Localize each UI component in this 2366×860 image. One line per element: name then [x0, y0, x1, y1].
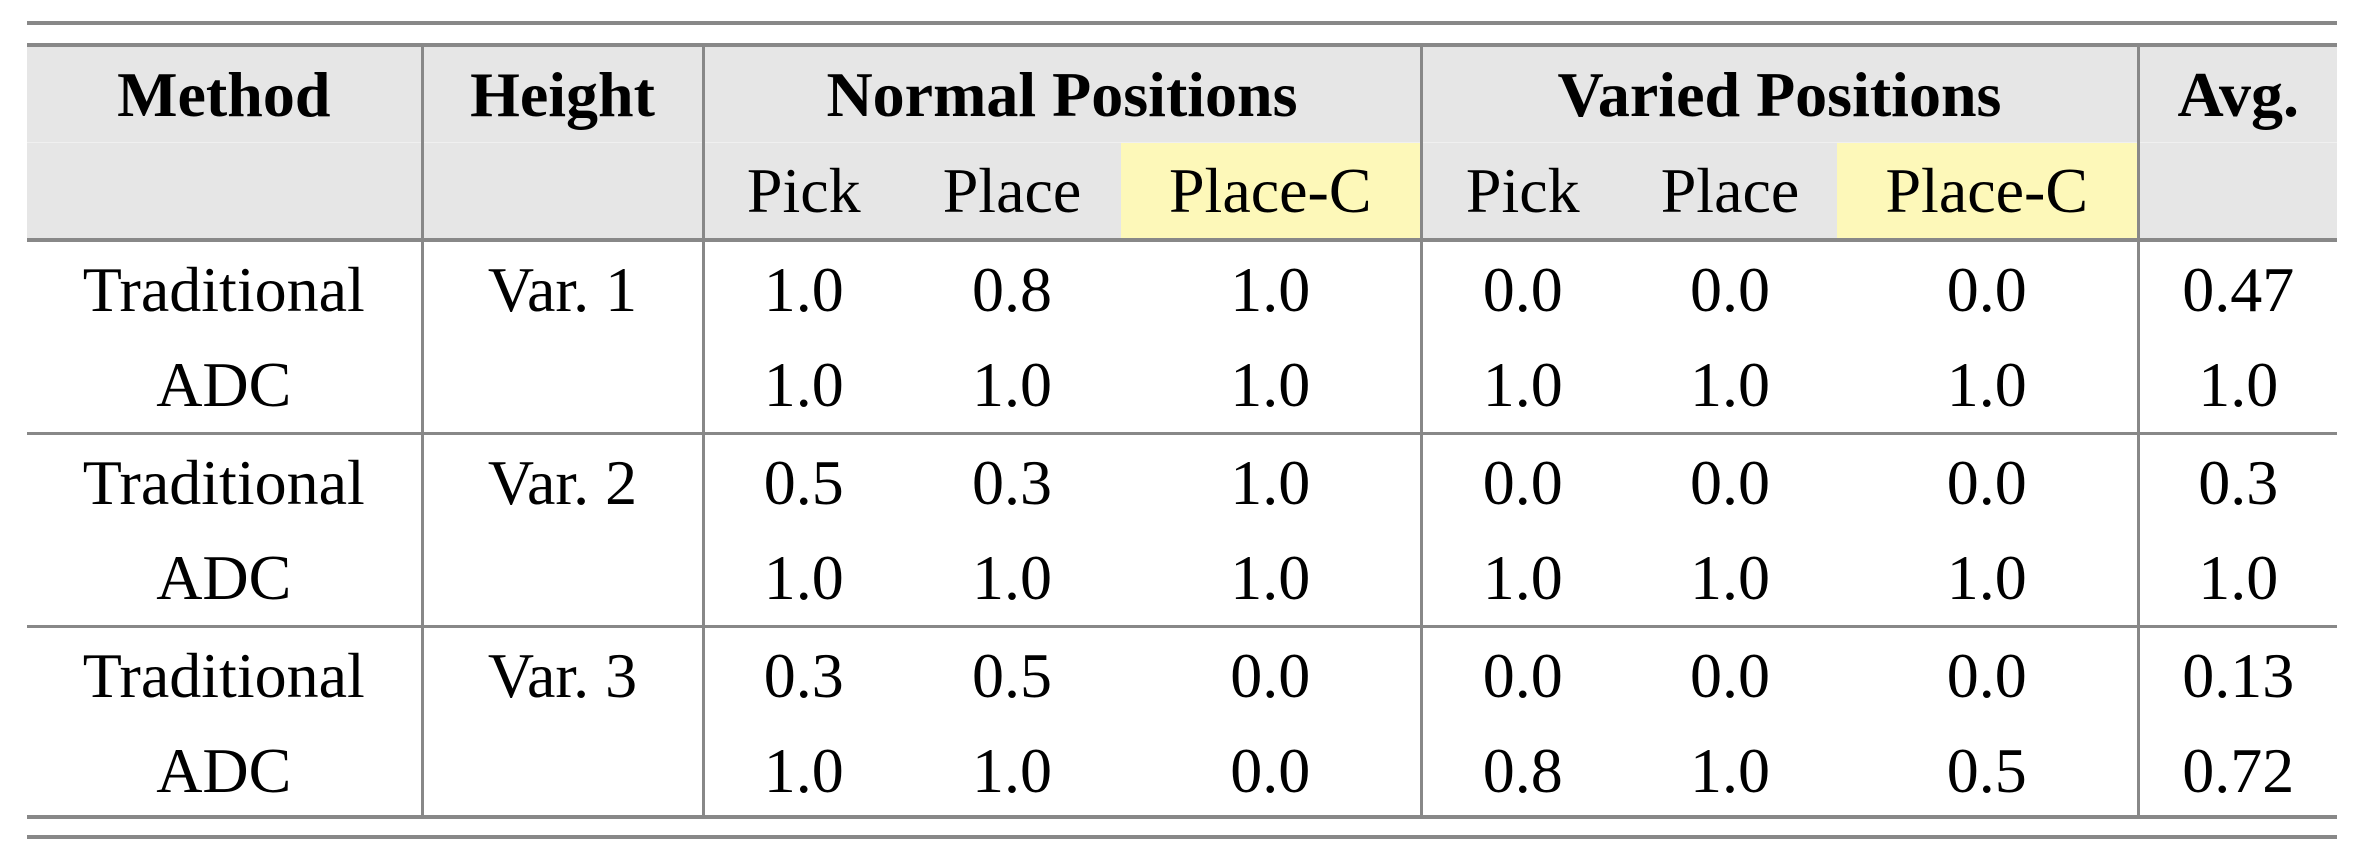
- table-row: ADC 1.0 1.0 1.0 1.0 1.0 1.0 1.0: [27, 530, 2337, 627]
- value-cell: 1.0: [1230, 541, 1311, 613]
- value-cell: 0.0: [1419, 432, 1623, 530]
- table-row: Traditional Var. 2 0.5 0.3 1.0 0.0 0.0 0.0 0.3: [27, 432, 2337, 530]
- table-row: Traditional Var. 1 1.0 0.8 1.0 0.0 0.0 0.0 0.47: [27, 240, 2337, 337]
- avg-cell: 0.72: [2136, 723, 2337, 818]
- subheader-normal-pick: Pick: [701, 142, 903, 242]
- method-cell: Traditional: [27, 432, 422, 530]
- bottom-rule-2: [27, 835, 2337, 839]
- subheader-varied-place-c: Place-C: [1837, 142, 2138, 242]
- header-normal-positions: Normal Positions: [701, 47, 1421, 143]
- header-empty: [420, 142, 703, 242]
- value-cell: 1.0: [1946, 348, 2027, 420]
- value-cell: 0.3: [903, 432, 1121, 530]
- value-cell: 0.0: [1837, 625, 2138, 723]
- value-cell: 1.0: [1230, 348, 1311, 420]
- value-cell: 0.0: [1946, 253, 2027, 325]
- height-cell: [420, 723, 703, 818]
- value-cell: 0.0: [1623, 432, 1837, 530]
- avg-cell: 0.3: [2136, 432, 2337, 530]
- subheader-normal-place-c: Place-C: [1121, 142, 1421, 242]
- avg-cell: 1.0: [2136, 530, 2337, 627]
- method-cell: ADC: [156, 734, 292, 806]
- value-cell: 1.0: [701, 240, 903, 337]
- height-cell: Var. 2: [420, 432, 703, 530]
- avg-cell: 0.13: [2136, 625, 2337, 723]
- value-cell: 1.0: [972, 734, 1052, 806]
- value-cell: 0.0: [1419, 240, 1623, 337]
- header-top-rule: [27, 43, 2337, 47]
- value-cell: 0.0: [1419, 625, 1623, 723]
- value-cell: 0.3: [701, 625, 903, 723]
- table-row: Traditional Var. 3 0.3 0.5 0.0 0.0 0.0 0.0 0.13: [27, 625, 2337, 723]
- value-cell: 0.0: [1623, 625, 1837, 723]
- header-varied-positions: Varied Positions: [1419, 47, 2138, 143]
- value-cell: 1.0: [1419, 530, 1623, 627]
- header-empty: [2136, 142, 2337, 242]
- value-cell: 0.5: [903, 625, 1121, 723]
- avg-cell: 0.47: [2136, 240, 2337, 337]
- header-method: Method: [27, 47, 422, 143]
- height-cell: Var. 3: [420, 625, 703, 723]
- header-height: Height: [420, 47, 703, 143]
- value-cell: 1.0: [1121, 432, 1421, 530]
- value-cell: 1.0: [1230, 253, 1311, 325]
- table-row: ADC 1.0 1.0 1.0 1.0 1.0 1.0 1.0: [27, 337, 2337, 434]
- method-cell: ADC: [156, 348, 292, 420]
- height-cell: Var. 1: [420, 240, 703, 337]
- value-cell: 1.0: [701, 723, 903, 818]
- value-cell: 0.8: [972, 253, 1052, 325]
- value-cell: 1.0: [1690, 734, 1770, 806]
- results-table: Method Height Normal Positions Varied Po…: [27, 47, 2337, 818]
- bottom-rule: [27, 815, 2337, 819]
- value-cell: 1.0: [972, 541, 1052, 613]
- value-cell: 0.0: [1837, 432, 2138, 530]
- value-cell: 1.0: [1419, 337, 1623, 434]
- table-row: ADC 1.0 1.0 0.0 0.8 1.0 0.5 0.72: [27, 723, 2337, 818]
- value-cell: 0.5: [701, 432, 903, 530]
- value-cell: 0.5: [1946, 734, 2027, 806]
- value-cell: 1.0: [1690, 348, 1770, 420]
- header-empty: [27, 142, 422, 242]
- value-cell: 0.0: [1121, 625, 1421, 723]
- height-cell: [420, 337, 703, 434]
- header-avg: Avg.: [2136, 47, 2337, 143]
- value-cell: 0.8: [1419, 723, 1623, 818]
- subheader-normal-place: Place: [903, 142, 1121, 242]
- value-cell: 1.0: [701, 530, 903, 627]
- subheader-varied-place: Place: [1623, 142, 1837, 242]
- method-cell: ADC: [156, 541, 292, 613]
- avg-cell: 1.0: [2136, 337, 2337, 434]
- value-cell: 1.0: [1946, 541, 2027, 613]
- value-cell: 1.0: [1690, 541, 1770, 613]
- value-cell: 1.0: [972, 348, 1052, 420]
- top-rule: [27, 21, 2337, 25]
- value-cell: 0.0: [1230, 734, 1311, 806]
- value-cell: 1.0: [701, 337, 903, 434]
- value-cell: 0.0: [1690, 253, 1770, 325]
- subheader-varied-pick: Pick: [1419, 142, 1623, 242]
- method-cell: Traditional: [27, 625, 422, 723]
- method-cell: Traditional: [82, 253, 365, 325]
- height-cell: [420, 530, 703, 627]
